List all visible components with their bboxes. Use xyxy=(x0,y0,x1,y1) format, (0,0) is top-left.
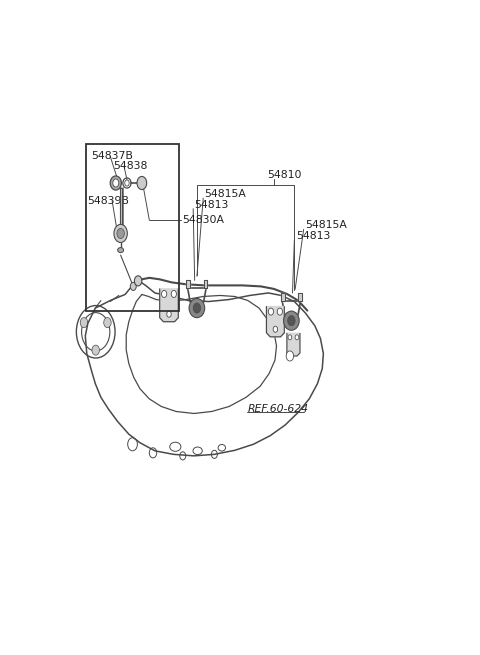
Polygon shape xyxy=(186,280,190,288)
Text: REF.60-624: REF.60-624 xyxy=(248,404,309,414)
Circle shape xyxy=(288,316,295,326)
Circle shape xyxy=(130,282,136,290)
Circle shape xyxy=(137,176,147,189)
Ellipse shape xyxy=(189,299,204,318)
Text: 54810: 54810 xyxy=(267,170,302,180)
Circle shape xyxy=(162,290,167,297)
Ellipse shape xyxy=(284,311,299,330)
Polygon shape xyxy=(160,289,178,322)
Circle shape xyxy=(277,308,282,315)
Ellipse shape xyxy=(110,176,121,190)
Circle shape xyxy=(286,351,294,361)
Circle shape xyxy=(273,326,277,332)
Text: 54815A: 54815A xyxy=(204,189,246,198)
Bar xyxy=(86,144,179,310)
Circle shape xyxy=(113,179,119,187)
Circle shape xyxy=(295,335,299,340)
Polygon shape xyxy=(204,280,207,288)
Text: 54815A: 54815A xyxy=(305,220,347,230)
Circle shape xyxy=(117,229,124,238)
Text: 54813: 54813 xyxy=(195,200,229,210)
Circle shape xyxy=(80,318,88,328)
Polygon shape xyxy=(120,188,122,230)
Polygon shape xyxy=(287,333,300,356)
Ellipse shape xyxy=(118,248,124,253)
Circle shape xyxy=(134,276,142,286)
Circle shape xyxy=(171,290,177,297)
Circle shape xyxy=(114,225,127,242)
Circle shape xyxy=(288,335,292,340)
Text: 54838: 54838 xyxy=(113,161,147,172)
Text: 54839B: 54839B xyxy=(87,196,129,206)
Text: 54813: 54813 xyxy=(296,231,331,241)
Polygon shape xyxy=(298,293,302,301)
Polygon shape xyxy=(281,293,285,301)
Text: 54830A: 54830A xyxy=(182,215,224,225)
Circle shape xyxy=(104,318,111,328)
Polygon shape xyxy=(266,307,284,337)
Circle shape xyxy=(193,303,201,313)
Circle shape xyxy=(268,308,274,315)
Circle shape xyxy=(92,345,99,355)
Text: 54837B: 54837B xyxy=(91,151,133,161)
Circle shape xyxy=(167,311,171,317)
